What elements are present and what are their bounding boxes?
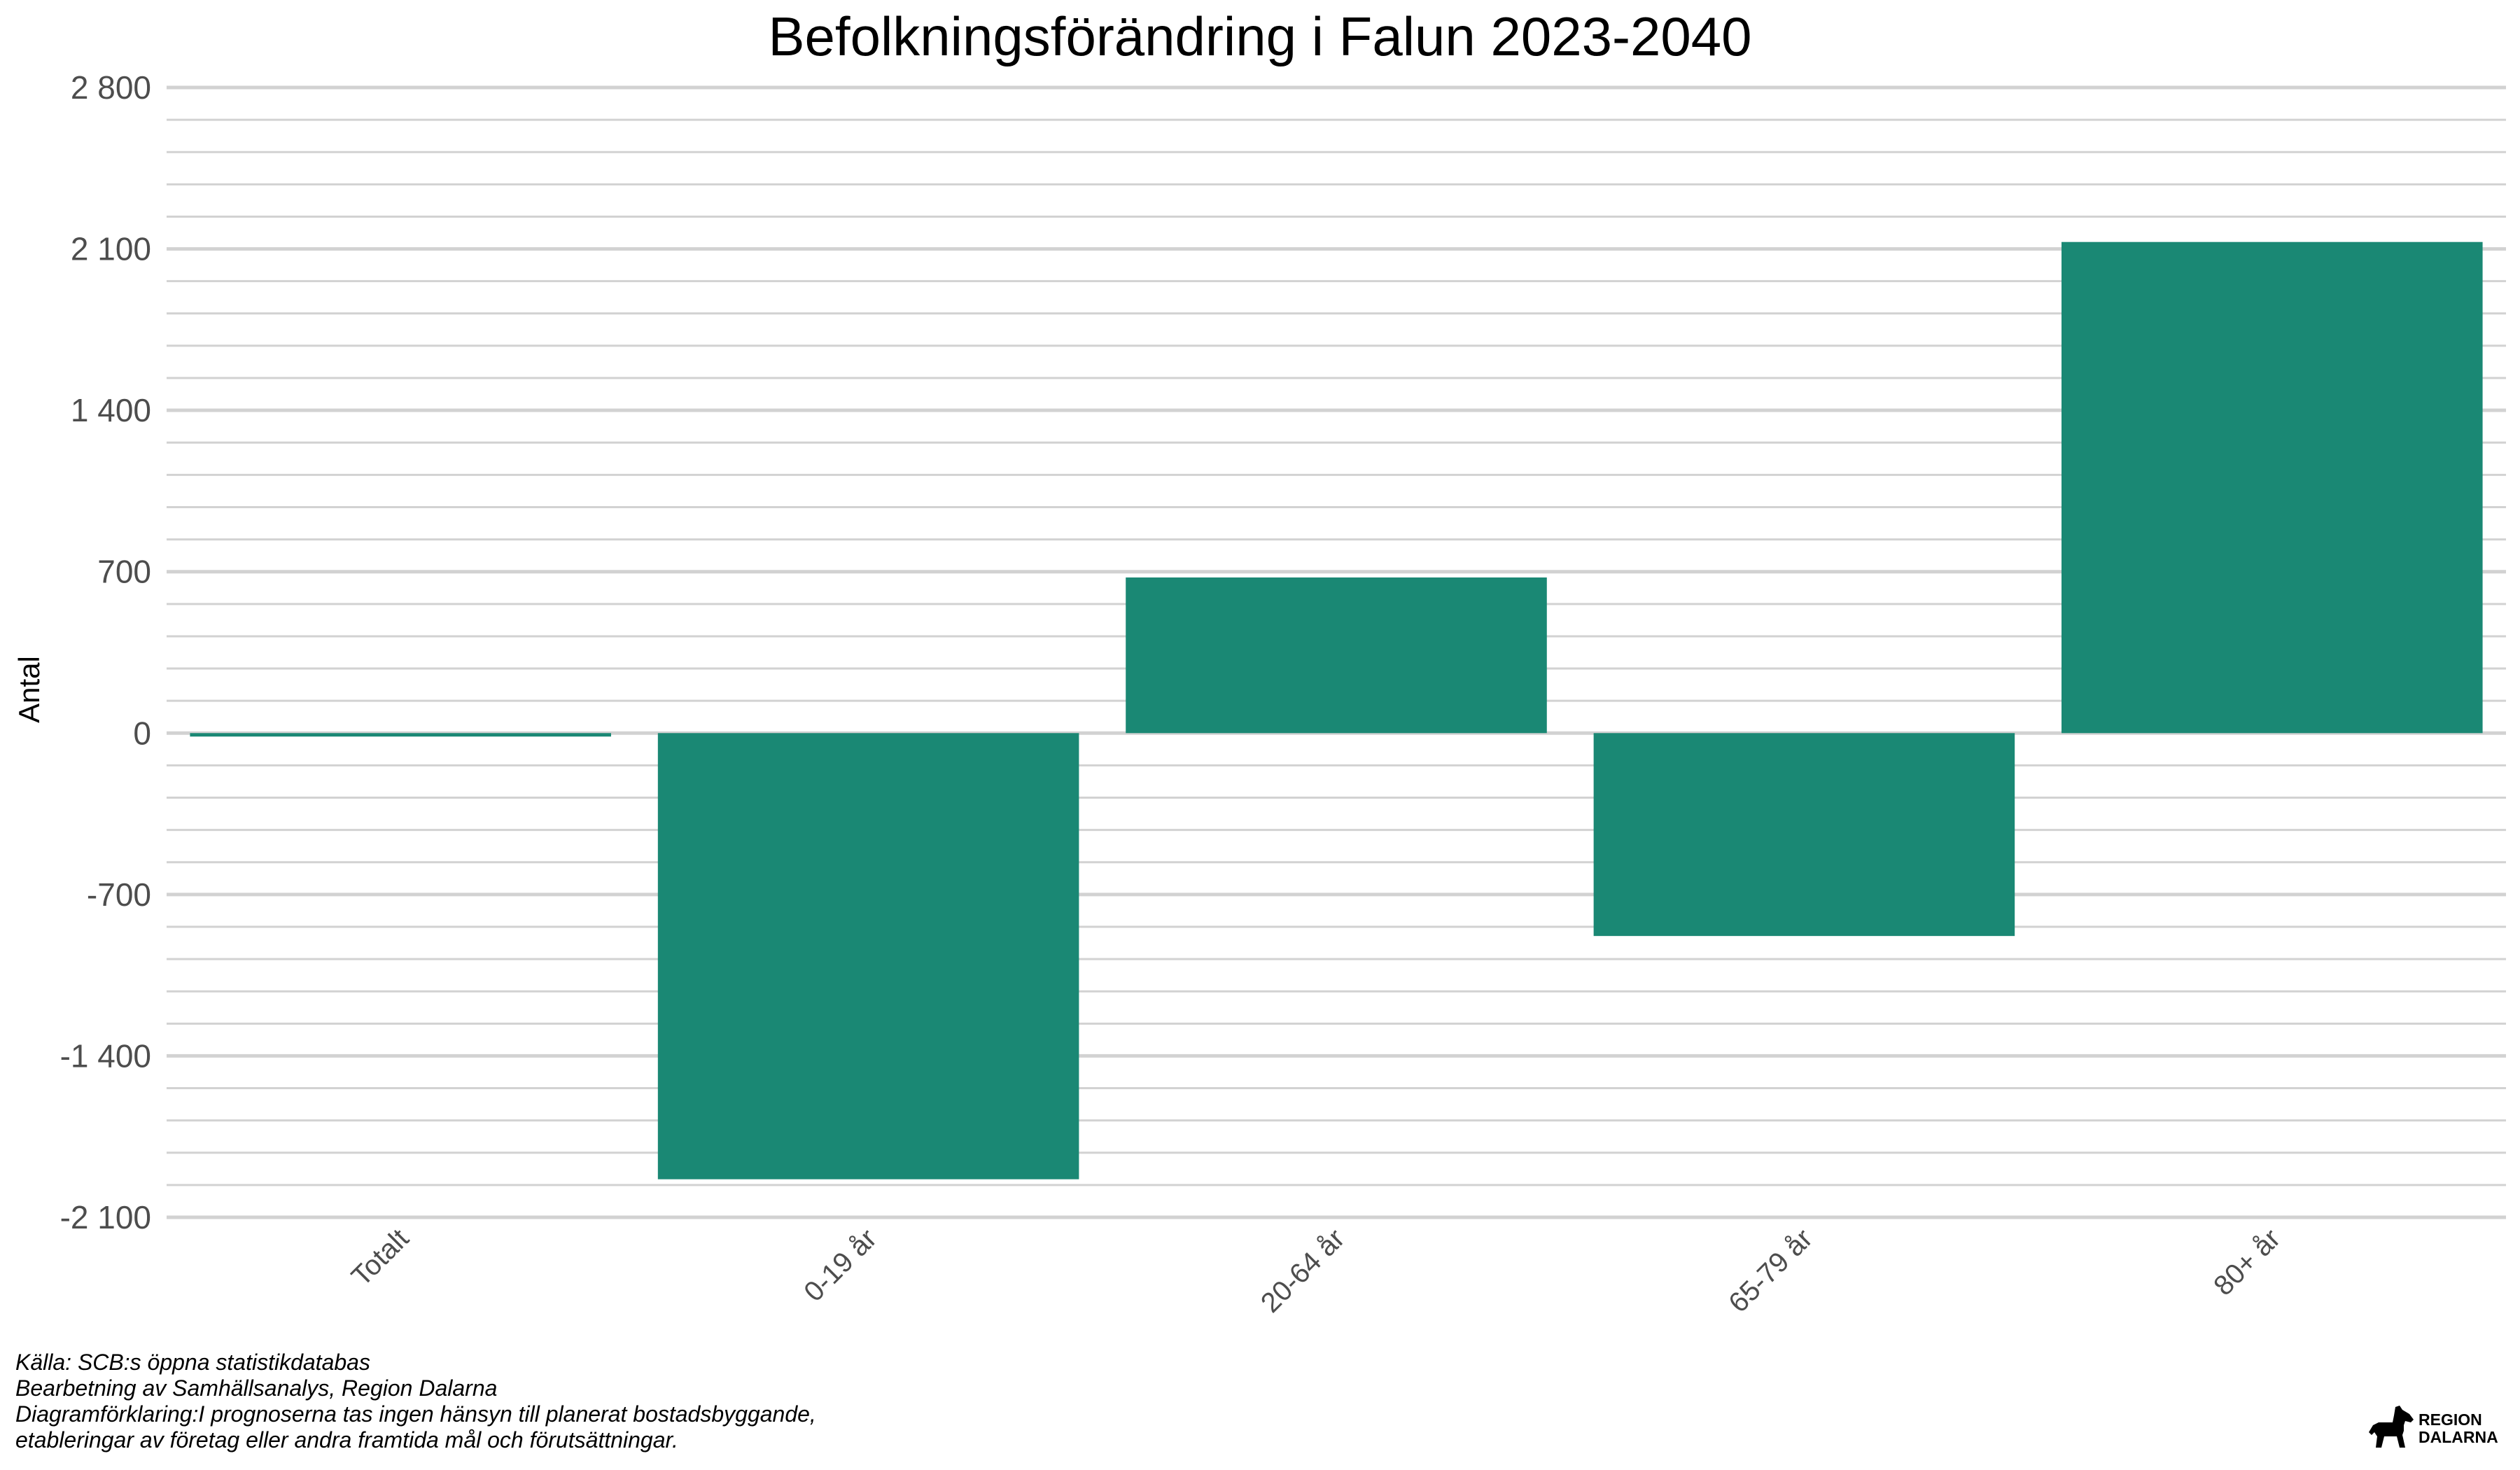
- bar-20-64-r: [1126, 577, 1547, 734]
- x-tick-label: 0-19 år: [798, 1223, 883, 1308]
- caption-explanation-2: etableringar av företag eller andra fram…: [15, 1427, 678, 1452]
- dala-horse-icon: [2369, 1406, 2414, 1448]
- caption: Källa: SCB:s öppna statistikdatabas Bear…: [15, 1350, 816, 1453]
- y-tick-label: -1 400: [60, 1037, 151, 1074]
- bar-0-19-r: [657, 733, 1079, 1180]
- x-tick-label: 20-64 år: [1255, 1223, 1350, 1318]
- logo-line-2: DALARNA: [2418, 1428, 2498, 1446]
- bar-80+-r: [2062, 241, 2483, 734]
- y-tick-label: 0: [133, 715, 151, 751]
- caption-source: Källa: SCB:s öppna statistikdatabas: [15, 1350, 370, 1375]
- y-tick-label: 700: [97, 554, 151, 590]
- y-tick-label: 2 100: [71, 231, 151, 267]
- caption-processing: Bearbetning av Samhällsanalys, Region Da…: [15, 1376, 498, 1401]
- x-axis-ticks: Totalt 0-19 år 20-64 år 65-79 år 80+ år: [346, 1223, 2286, 1318]
- bar-65-79-r: [1593, 733, 2015, 937]
- caption-explanation-1: Diagramförklaring:I prognoserna tas inge…: [15, 1401, 816, 1427]
- bars: [190, 241, 2483, 1180]
- region-dalarna-logo: REGION DALARNA: [2367, 1403, 2502, 1455]
- logo-text: REGION DALARNA: [2418, 1411, 2498, 1446]
- y-tick-label: -700: [87, 876, 151, 913]
- bar-totalt: [190, 733, 611, 737]
- y-axis-label: Antal: [13, 656, 46, 723]
- logo-line-1: REGION: [2418, 1410, 2482, 1429]
- x-tick-label: 65-79 år: [1723, 1223, 1818, 1318]
- y-tick-label: 2 800: [71, 69, 151, 106]
- y-axis-ticks: -2 100 -1 400 -700 0 700 1 400 2 100 2 800: [60, 69, 151, 1236]
- x-tick-label: 80+ år: [2208, 1223, 2286, 1301]
- x-tick-label: Totalt: [346, 1223, 415, 1292]
- y-tick-label: -2 100: [60, 1199, 151, 1236]
- y-tick-label: 1 400: [71, 392, 151, 428]
- chart-title: Befolkningsförändring i Falun 2023-2040: [769, 6, 1752, 67]
